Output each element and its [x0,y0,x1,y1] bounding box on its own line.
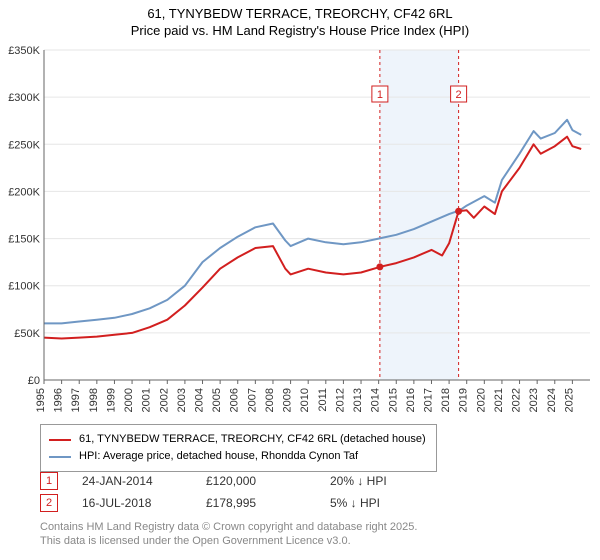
marker-date: 24-JAN-2014 [82,474,182,488]
footer-line: Contains HM Land Registry data © Crown c… [40,520,417,534]
footer-line: This data is licensed under the Open Gov… [40,534,417,548]
svg-text:2019: 2019 [458,388,470,412]
svg-text:£100K: £100K [8,281,40,293]
svg-text:2023: 2023 [528,388,540,412]
svg-text:2022: 2022 [511,388,523,412]
title-block: 61, TYNYBEDW TERRACE, TREORCHY, CF42 6RL… [0,0,600,38]
marker-table: 1 24-JAN-2014 £120,000 20% ↓ HPI 2 16-JU… [40,470,430,514]
svg-text:£350K: £350K [8,45,40,57]
marker-delta: 5% ↓ HPI [330,496,430,510]
svg-text:2025: 2025 [563,388,575,412]
marker-price: £120,000 [206,474,306,488]
legend-label: 61, TYNYBEDW TERRACE, TREORCHY, CF42 6RL… [79,431,426,448]
svg-text:2002: 2002 [158,388,170,412]
svg-text:2004: 2004 [194,388,206,412]
svg-text:2021: 2021 [493,388,505,412]
svg-text:2008: 2008 [264,388,276,412]
marker-row: 1 24-JAN-2014 £120,000 20% ↓ HPI [40,470,430,492]
marker-delta: 20% ↓ HPI [330,474,430,488]
svg-text:£150K: £150K [8,234,40,246]
legend-swatch [49,456,71,458]
svg-text:1996: 1996 [53,388,65,412]
svg-text:£200K: £200K [8,186,40,198]
svg-text:1: 1 [377,89,383,101]
legend-swatch [49,439,71,441]
svg-text:2016: 2016 [405,388,417,412]
svg-text:2: 2 [456,89,462,101]
legend: 61, TYNYBEDW TERRACE, TREORCHY, CF42 6RL… [40,424,437,472]
svg-text:2003: 2003 [176,388,188,412]
title-line2: Price paid vs. HM Land Registry's House … [0,23,600,38]
svg-text:2000: 2000 [123,388,135,412]
svg-text:2020: 2020 [475,388,487,412]
svg-text:£50K: £50K [14,328,40,340]
svg-text:1995: 1995 [35,388,47,412]
svg-text:£0: £0 [28,375,40,387]
svg-text:2009: 2009 [282,388,294,412]
svg-text:2014: 2014 [370,388,382,412]
svg-text:2012: 2012 [334,388,346,412]
footer: Contains HM Land Registry data © Crown c… [40,520,417,548]
marker-badge: 1 [40,472,58,490]
svg-text:2017: 2017 [422,388,434,412]
svg-text:2024: 2024 [546,388,558,412]
svg-text:1997: 1997 [70,388,82,412]
marker-date: 16-JUL-2018 [82,496,182,510]
svg-text:£300K: £300K [8,92,40,104]
marker-row: 2 16-JUL-2018 £178,995 5% ↓ HPI [40,492,430,514]
svg-text:2006: 2006 [229,388,241,412]
svg-text:1998: 1998 [88,388,100,412]
legend-item: HPI: Average price, detached house, Rhon… [49,448,426,465]
line-chart: £0 £50K £100K £150K £200K £250K £300K £350K 1995… [0,42,600,418]
svg-text:2013: 2013 [352,388,364,412]
svg-text:2007: 2007 [246,388,258,412]
svg-text:2001: 2001 [141,388,153,412]
title-line1: 61, TYNYBEDW TERRACE, TREORCHY, CF42 6RL [0,6,600,21]
legend-item: 61, TYNYBEDW TERRACE, TREORCHY, CF42 6RL… [49,431,426,448]
marker-price: £178,995 [206,496,306,510]
marker-badge: 2 [40,494,58,512]
svg-text:£250K: £250K [8,139,40,151]
svg-text:2015: 2015 [387,388,399,412]
svg-text:1999: 1999 [105,388,117,412]
svg-text:2011: 2011 [317,388,329,412]
legend-label: HPI: Average price, detached house, Rhon… [79,448,358,465]
svg-text:2005: 2005 [211,388,223,412]
svg-text:2010: 2010 [299,388,311,412]
svg-text:2018: 2018 [440,388,452,412]
